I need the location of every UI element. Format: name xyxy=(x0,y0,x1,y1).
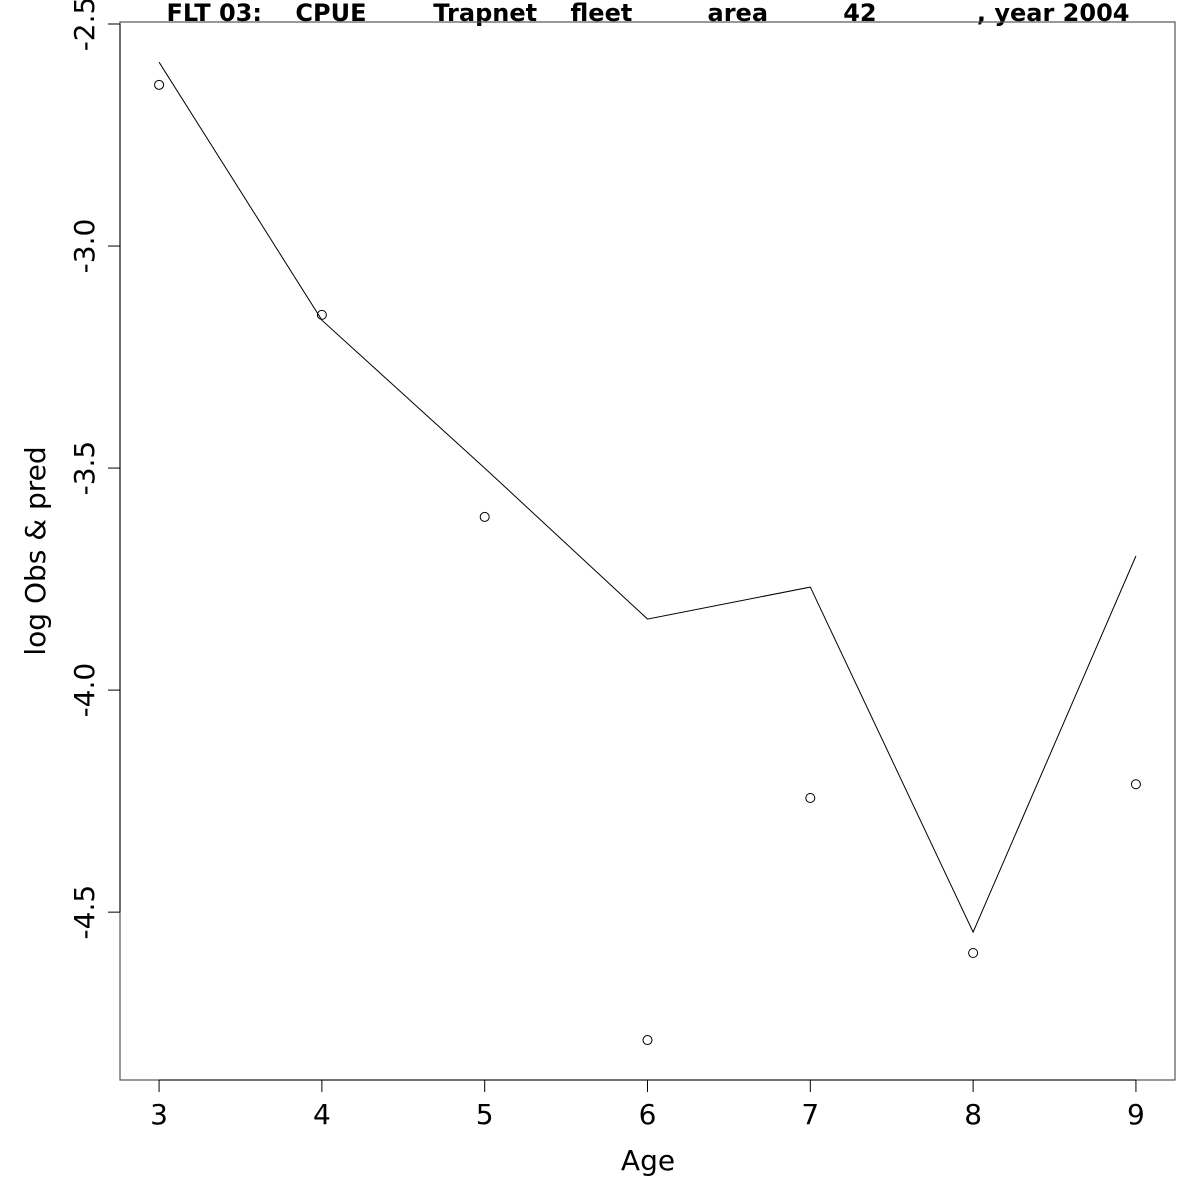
x-tick-label: 8 xyxy=(964,1098,982,1131)
y-tick-label: -2.5 xyxy=(68,0,101,51)
observed-point xyxy=(479,511,490,522)
y-tick-label: -3.5 xyxy=(68,441,101,496)
chart-title: FLT 03: CPUE Trapnet fleet area 42 , yea… xyxy=(167,0,1130,27)
x-tick-label: 5 xyxy=(476,1098,494,1131)
predicted-line xyxy=(158,61,1137,934)
observed-point xyxy=(154,79,165,90)
observed-point xyxy=(805,793,816,804)
observed-point xyxy=(642,1035,653,1046)
y-tick-label: -4.0 xyxy=(68,663,101,718)
y-tick-label: -4.5 xyxy=(68,885,101,940)
observed-point xyxy=(968,947,979,958)
observed-point xyxy=(1130,779,1141,790)
x-tick-label: 7 xyxy=(801,1098,819,1131)
y-axis-label: log Obs & pred xyxy=(19,446,52,655)
x-axis-label: Age xyxy=(621,1144,675,1177)
x-tick-label: 6 xyxy=(639,1098,657,1131)
x-tick-label: 9 xyxy=(1127,1098,1145,1131)
x-tick-label: 3 xyxy=(150,1098,168,1131)
x-tick-label: 4 xyxy=(313,1098,331,1131)
y-tick-label: -3.0 xyxy=(68,219,101,274)
